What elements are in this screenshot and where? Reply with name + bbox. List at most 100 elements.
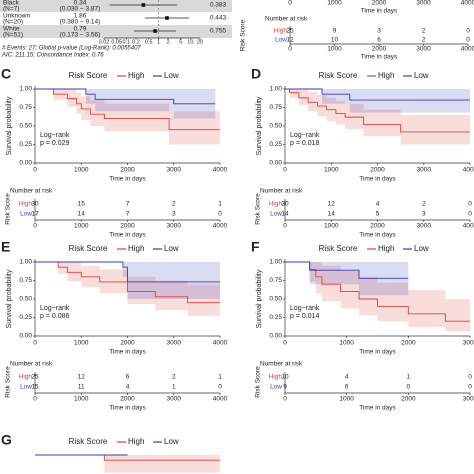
panel-label: C xyxy=(1,66,11,82)
table-x-axis-label: Time in days xyxy=(359,232,396,239)
table-title: Number at risk xyxy=(265,16,308,23)
table-x-axis-label: Time in days xyxy=(109,405,146,412)
risk-count: 1 xyxy=(172,384,176,391)
risk-count: 12 xyxy=(328,201,336,208)
table-y-label: Risk Score xyxy=(255,366,262,398)
table-title: Number at risk xyxy=(260,188,303,195)
table-x-tick-label: 2000 xyxy=(401,396,416,403)
risk-count: 1 xyxy=(218,374,222,381)
panel-label: F xyxy=(251,239,260,255)
risk-count: 15 xyxy=(31,384,39,391)
y-tick-label: 0.00 xyxy=(269,160,282,167)
x-axis-label: Time in days xyxy=(361,8,398,15)
table-x-tick-label: 1000 xyxy=(74,223,89,230)
y-tick-label: 0.50 xyxy=(269,296,282,303)
x-tick-label: 3000 xyxy=(417,167,432,174)
table-x-tick-label: 0 xyxy=(33,223,37,230)
legend-title: Risk Score xyxy=(319,71,358,80)
x-tick-label: 3000 xyxy=(463,340,474,347)
x-tick-label: 0.02 xyxy=(99,39,110,45)
x-tick-label: 1 xyxy=(157,39,160,45)
legend-label: High xyxy=(128,244,144,253)
ci-label: (0.173 − 3.56) xyxy=(60,32,101,39)
table-y-label: Risk Score xyxy=(5,193,12,225)
y-tick-label: 0.00 xyxy=(269,333,282,340)
risk-count: 25 xyxy=(286,28,294,35)
risk-count: 7 xyxy=(126,201,130,208)
table-title: Number at risk xyxy=(10,361,53,368)
confidence-band xyxy=(285,89,470,145)
table-x-tick-label: 2000 xyxy=(370,223,385,230)
table-x-tick-label: 2000 xyxy=(120,396,135,403)
risk-count: 9 xyxy=(333,28,337,35)
risk-count: 2 xyxy=(422,37,426,44)
x-tick-label: 10 xyxy=(187,39,193,45)
risk-count: 17 xyxy=(31,211,39,218)
x-tick-label: 0.1 xyxy=(123,39,131,45)
risk-count: 15 xyxy=(78,201,86,208)
legend-title: Risk Score xyxy=(69,244,108,253)
footnote: AIC: 211.15; Concordance Index: 0.76 xyxy=(1,53,104,59)
y-tick-label: 0.50 xyxy=(19,123,32,130)
annotation: Log−rank xyxy=(40,305,70,312)
table-row-label: Low xyxy=(20,384,32,391)
p-value: 0.443 xyxy=(210,15,227,22)
table-row-label: High xyxy=(274,28,288,35)
legend-title: Risk Score xyxy=(319,244,358,253)
ci-label: (0.030 − 3.87) xyxy=(60,6,101,13)
x-tick-label: 20 xyxy=(197,39,203,45)
table-x-tick-label: 3000 xyxy=(416,46,431,53)
risk-count: 4 xyxy=(126,384,130,391)
risk-count: 2 xyxy=(422,28,426,35)
table-x-axis-label: Time in days xyxy=(109,232,146,239)
risk-count: 1 xyxy=(218,201,222,208)
legend-label: High xyxy=(128,437,144,446)
annotation: p = 0.014 xyxy=(290,313,319,320)
table-x-tick-label: 3000 xyxy=(167,223,182,230)
y-axis-label: Survival probability xyxy=(256,96,263,155)
table-x-tick-label: 1000 xyxy=(324,223,339,230)
risk-count: 0 xyxy=(468,384,472,391)
table-x-tick-label: 1000 xyxy=(74,396,89,403)
y-tick-label: 0.25 xyxy=(19,141,32,148)
table-x-tick-label: 3000 xyxy=(167,396,182,403)
y-tick-label: 1.00 xyxy=(19,86,32,93)
annotation: Log−rank xyxy=(290,305,320,312)
row-n: (N=7) xyxy=(3,6,19,13)
table-row-label: Low xyxy=(270,384,282,391)
y-tick-label: 1.00 xyxy=(19,259,32,266)
risk-count: 2 xyxy=(422,201,426,208)
x-axis-label: Time in days xyxy=(359,349,396,356)
confidence-band xyxy=(35,89,216,119)
y-tick-label: 1.00 xyxy=(269,259,282,266)
risk-count: 14 xyxy=(78,211,86,218)
hr-label: 0.79 xyxy=(74,26,87,33)
y-tick-label: 0.00 xyxy=(19,160,32,167)
row-name: Black xyxy=(3,0,20,7)
table-row-label: High xyxy=(269,374,283,381)
y-tick-label: 1.00 xyxy=(269,86,282,93)
confidence-band xyxy=(35,455,220,473)
x-tick-label: 0 xyxy=(288,0,292,7)
row-name: Unknown xyxy=(3,13,30,20)
risk-count: 4 xyxy=(376,201,380,208)
table-row-label: Low xyxy=(270,211,282,218)
risk-count: 0 xyxy=(468,374,472,381)
ci-label: (0.380 − 9.14) xyxy=(60,19,101,26)
x-tick-label: 0 xyxy=(283,167,287,174)
table-title: Number at risk xyxy=(260,361,303,368)
table-x-tick-label: 1000 xyxy=(339,396,354,403)
x-tick-label: 2000 xyxy=(120,340,135,347)
risk-count: 10 xyxy=(281,374,289,381)
x-tick-label: 0 xyxy=(33,340,37,347)
risk-count: 6 xyxy=(377,37,381,44)
hr-point xyxy=(165,16,169,20)
y-tick-label: 0.75 xyxy=(19,277,32,284)
risk-count: 0 xyxy=(466,37,470,44)
x-tick-label: 1000 xyxy=(339,340,354,347)
risk-count: 0 xyxy=(468,201,472,208)
risk-count: 12 xyxy=(286,37,294,44)
risk-count: 0 xyxy=(218,384,222,391)
risk-count: 0 xyxy=(466,28,470,35)
